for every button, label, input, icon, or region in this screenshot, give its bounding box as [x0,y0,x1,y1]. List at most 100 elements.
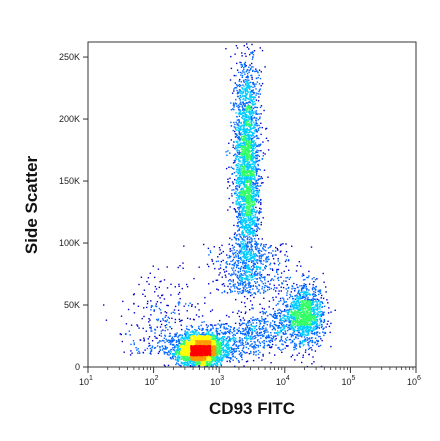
event-dot [243,189,245,191]
event-dot [237,162,239,165]
event-dot [255,265,258,267]
event-dot [166,324,168,326]
event-dot [157,319,159,322]
event-dot [241,105,243,107]
event-dot [251,149,254,152]
event-dot [225,48,227,50]
event-dot [238,310,240,312]
event-dot [268,252,270,254]
event-dot [273,314,275,316]
event-dot [308,323,310,325]
event-dot [257,272,259,274]
event-dot [243,218,245,220]
event-dot [303,284,306,287]
event-dot [249,93,251,96]
event-dot [223,332,225,334]
event-dot [257,71,259,74]
event-dot [253,319,256,321]
event-dot [163,279,166,281]
event-dot [259,271,261,273]
event-dot [245,194,247,197]
event-dot [234,186,237,188]
event-dot [291,341,294,343]
event-dot [315,305,317,307]
event-dot [247,124,249,127]
event-dot [281,343,283,345]
event-dot [280,323,283,326]
event-dot [242,244,244,246]
event-dot [238,179,240,181]
event-dot [170,356,172,359]
event-dot [245,277,247,280]
event-dot [232,285,234,287]
event-dot [255,274,257,276]
event-dot [316,339,318,342]
event-dot [251,158,254,161]
event-dot [316,305,319,307]
event-dot [241,221,243,223]
event-dot [208,283,210,285]
event-dot [291,288,293,290]
event-dot [244,352,246,354]
event-dot [247,268,250,270]
event-dot [309,294,312,296]
event-dot [244,65,247,68]
event-dot [219,326,222,328]
event-dot [125,323,128,325]
event-dot [302,356,304,358]
event-dot [164,348,166,350]
event-dot [248,335,250,338]
event-dot [266,314,269,317]
event-dot [307,303,310,305]
event-dot [300,325,302,328]
event-dot [232,247,234,249]
event-dot [151,346,153,349]
event-dot [254,70,256,73]
event-dot [212,334,214,336]
event-dot [241,124,243,127]
event-dot [251,128,253,130]
event-dot [283,310,286,312]
event-dot [283,324,285,326]
event-dot [250,67,252,70]
event-dot [202,333,204,336]
event-dot [169,349,172,351]
event-dot [164,345,166,347]
event-dot [313,333,316,336]
event-dot [260,202,262,204]
event-dot [243,85,245,87]
event-dot [165,327,167,329]
event-dot [150,305,153,307]
event-dot [245,109,247,111]
event-dot [224,331,226,334]
event-dot [232,252,234,254]
event-dot [247,268,250,271]
event-dot [242,253,244,255]
event-dot [243,95,245,97]
event-dot [180,324,182,326]
event-dot [251,199,253,201]
event-dot [239,213,241,215]
event-dot [245,231,248,233]
event-dot [242,284,244,286]
event-dot [240,342,242,344]
event-dot [323,319,325,321]
event-dot [242,263,244,265]
event-dot [237,169,239,171]
event-dot [230,338,233,340]
event-dot [186,325,188,328]
event-dot [227,178,229,180]
event-dot [137,305,140,307]
event-dot [247,76,249,78]
event-dot [298,303,300,305]
event-dot [210,328,212,330]
event-dot [241,358,243,361]
event-dot [229,347,232,349]
event-dot [174,321,176,324]
event-dot [293,302,295,304]
event-dot [244,98,246,101]
event-dot [227,340,230,343]
event-dot [238,136,240,138]
event-dot [219,267,222,269]
